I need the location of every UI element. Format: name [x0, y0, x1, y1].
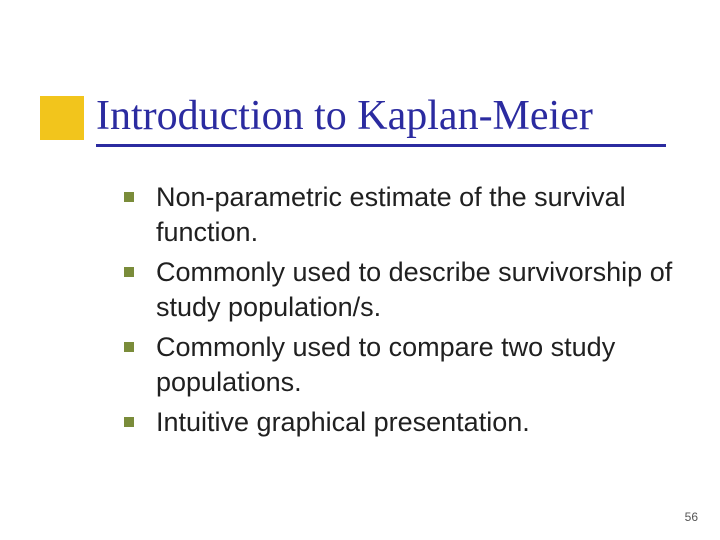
title-block: Introduction to Kaplan-Meier — [96, 92, 680, 147]
title-underline — [96, 144, 666, 147]
list-item: Commonly used to compare two study popul… — [120, 330, 680, 399]
list-item: Intuitive graphical presentation. — [120, 405, 680, 440]
page-number: 56 — [685, 510, 698, 524]
bullet-square-icon — [124, 342, 134, 352]
bullet-text: Commonly used to compare two study popul… — [156, 332, 615, 397]
slide-title: Introduction to Kaplan-Meier — [96, 92, 680, 140]
list-item: Commonly used to describe survivorship o… — [120, 255, 680, 324]
bullet-text: Intuitive graphical presentation. — [156, 407, 530, 437]
accent-square — [40, 96, 84, 140]
slide: Introduction to Kaplan-Meier Non-paramet… — [0, 0, 720, 540]
bullet-square-icon — [124, 267, 134, 277]
body-block: Non-parametric estimate of the survival … — [120, 180, 680, 446]
bullet-text: Commonly used to describe survivorship o… — [156, 257, 672, 322]
bullet-list: Non-parametric estimate of the survival … — [120, 180, 680, 440]
bullet-square-icon — [124, 192, 134, 202]
list-item: Non-parametric estimate of the survival … — [120, 180, 680, 249]
bullet-square-icon — [124, 417, 134, 427]
bullet-text: Non-parametric estimate of the survival … — [156, 182, 626, 247]
